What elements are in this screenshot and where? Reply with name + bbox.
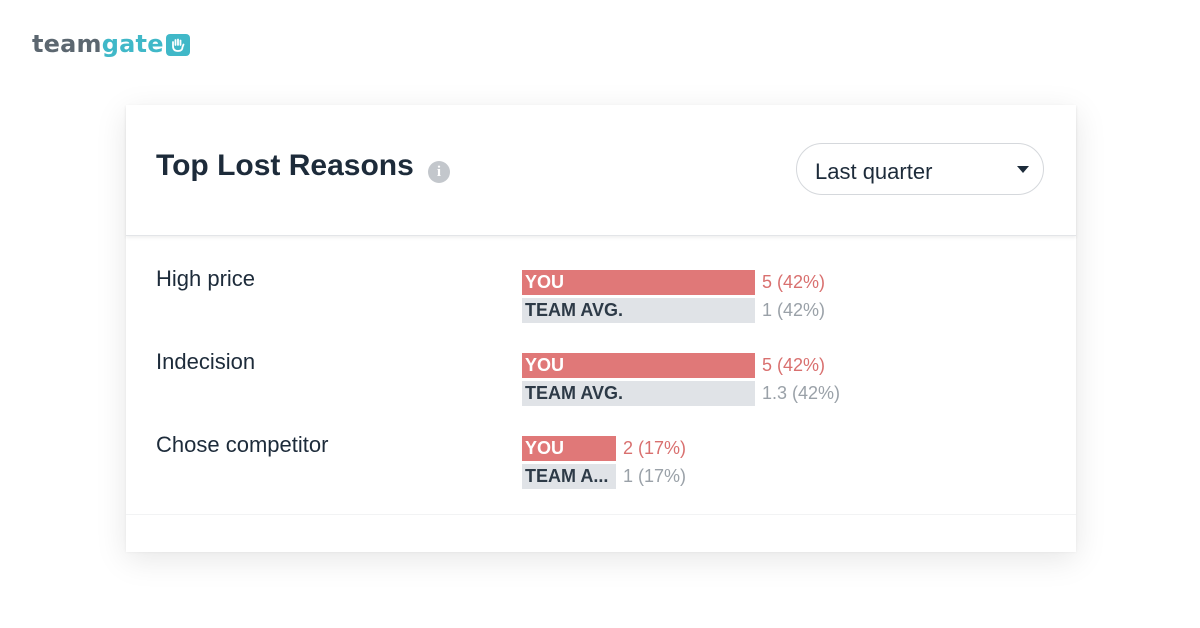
widget-title: Top Lost Reasons [156, 149, 414, 182]
you-bar: YOU [522, 353, 755, 378]
reason-label: Chose competitor [156, 432, 329, 457]
logo-text-gate: gate [101, 30, 164, 58]
logo-text-team: team [32, 30, 102, 58]
team-avg-bar-row: TEAM A... 1 (17%) [522, 464, 686, 489]
team-avg-bar: TEAM AVG. [522, 381, 755, 406]
team-avg-bar-row: TEAM AVG. 1 (42%) [522, 298, 825, 323]
team-avg-value: 1.3 (42%) [762, 383, 841, 403]
team-avg-value: 1 (17%) [623, 466, 687, 486]
you-bar-row: YOU 5 (42%) [522, 353, 825, 378]
period-select-value: Last quarter [815, 159, 933, 184]
widget-header: Top Lost Reasons i Last quarter [126, 105, 1076, 236]
teamgate-logo: teamgate [32, 28, 190, 60]
you-bar: YOU [522, 270, 755, 295]
logo-wordmark: teamgate [32, 30, 164, 58]
reason-row: Chose competitor YOU 2 (17%) TEAM A... 1… [126, 432, 1076, 502]
reason-label: High price [156, 266, 256, 291]
reason-row: Indecision YOU 5 (42%) TEAM AVG. 1.3 (42… [126, 349, 1076, 419]
you-bar: YOU [522, 436, 616, 461]
you-value: 5 (42%) [762, 355, 826, 375]
team-avg-bar: TEAM AVG. [522, 298, 755, 323]
you-value: 5 (42%) [762, 272, 826, 292]
you-bar-row: YOU 5 (42%) [522, 270, 825, 295]
reason-label: Indecision [156, 349, 256, 374]
top-lost-reasons-widget: Top Lost Reasons i Last quarter High pri… [126, 105, 1076, 552]
caret-down-icon [1017, 166, 1029, 173]
team-avg-bar-row: TEAM AVG. 1.3 (42%) [522, 381, 840, 406]
reasons-list: High price YOU 5 (42%) TEAM AVG. 1 (42%)… [126, 236, 1076, 514]
info-icon[interactable]: i [428, 161, 450, 183]
you-bar-row: YOU 2 (17%) [522, 436, 686, 461]
widget-footer [126, 514, 1076, 552]
you-value: 2 (17%) [623, 438, 687, 458]
period-select[interactable]: Last quarter [796, 143, 1044, 195]
team-avg-bar: TEAM A... [522, 464, 616, 489]
team-avg-value: 1 (42%) [762, 300, 826, 320]
hand-logo-icon [165, 34, 190, 56]
reason-row: High price YOU 5 (42%) TEAM AVG. 1 (42%) [126, 266, 1076, 336]
